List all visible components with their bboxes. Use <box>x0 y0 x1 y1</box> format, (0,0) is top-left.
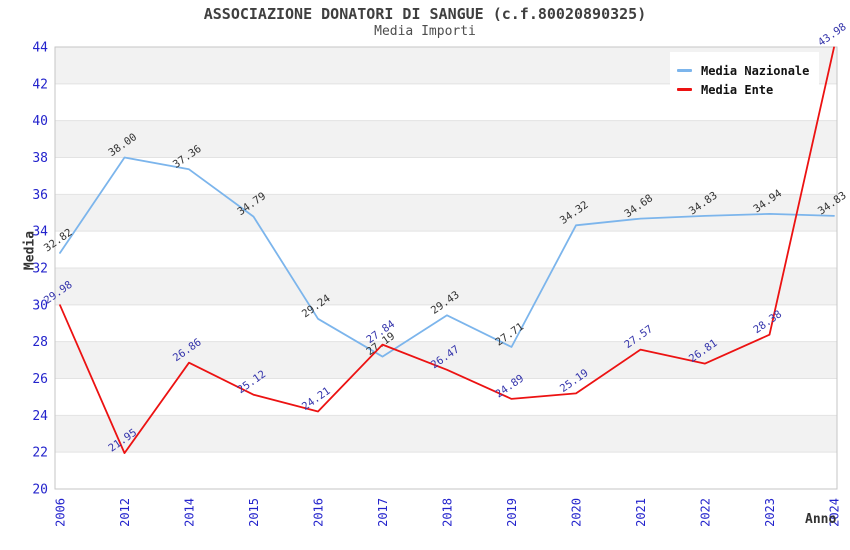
chart-legend: Media Nazionale Media Ente <box>670 52 819 106</box>
y-tick-label: 20 <box>32 483 48 498</box>
series-line-media-ente <box>59 46 835 455</box>
data-point-label: 24.21 <box>300 385 333 413</box>
legend-marker-media-ente-icon <box>677 88 692 91</box>
plot-band <box>55 268 837 305</box>
chart-subtitle: Media Importi <box>374 24 476 39</box>
x-tick-label: 2020 <box>570 498 584 527</box>
y-tick-label: 30 <box>32 298 48 313</box>
y-tick-label: 44 <box>32 41 48 56</box>
x-tick-label: 2023 <box>763 498 777 527</box>
legend-marker-media-nazionale-icon <box>677 69 692 72</box>
y-tick-label: 34 <box>32 225 48 240</box>
x-tick-label: 2012 <box>118 498 132 527</box>
y-axis-title: Media <box>22 230 38 271</box>
y-tick-label: 24 <box>32 409 48 424</box>
x-tick-label: 2017 <box>376 498 390 527</box>
plot-band <box>55 415 837 453</box>
legend-label: Media Ente <box>701 82 774 97</box>
x-axis-title: Anno <box>805 512 837 527</box>
y-tick-label: 36 <box>32 188 48 203</box>
data-point-label: 28.38 <box>751 308 784 336</box>
x-tick-label: 2019 <box>505 498 519 527</box>
x-tick-label: 2024 <box>828 498 842 527</box>
plot-band <box>55 194 837 232</box>
y-tick-label: 40 <box>32 114 48 129</box>
series-line-media-nazionale <box>59 156 835 358</box>
y-tick-label: 22 <box>32 446 48 461</box>
y-tick-label: 42 <box>32 77 48 92</box>
x-tick-label: 2015 <box>247 498 261 527</box>
plot-band <box>55 341 837 379</box>
legend-label: Media Nazionale <box>701 63 810 78</box>
y-tick-label: 26 <box>32 372 48 387</box>
data-point-label: 43.98 <box>816 21 849 49</box>
x-tick-label: 2016 <box>312 498 326 527</box>
y-tick-label: 28 <box>32 335 48 350</box>
x-tick-label: 2022 <box>699 498 713 527</box>
y-tick-label: 38 <box>32 151 48 166</box>
legend-item-media-nazionale[interactable]: Media Nazionale <box>677 61 819 80</box>
chart-title: ASSOCIAZIONE DONATORI DI SANGUE (c.f.800… <box>203 5 647 23</box>
x-tick-label: 2006 <box>54 498 68 527</box>
x-tick-label: 2014 <box>183 498 197 527</box>
plot-border <box>54 46 838 490</box>
x-tick-label: 2018 <box>441 498 455 527</box>
y-tick-label: 32 <box>32 262 48 277</box>
legend-item-media-ente[interactable]: Media Ente <box>677 80 819 99</box>
x-tick-label: 2021 <box>634 498 648 527</box>
plot-band <box>55 120 837 158</box>
